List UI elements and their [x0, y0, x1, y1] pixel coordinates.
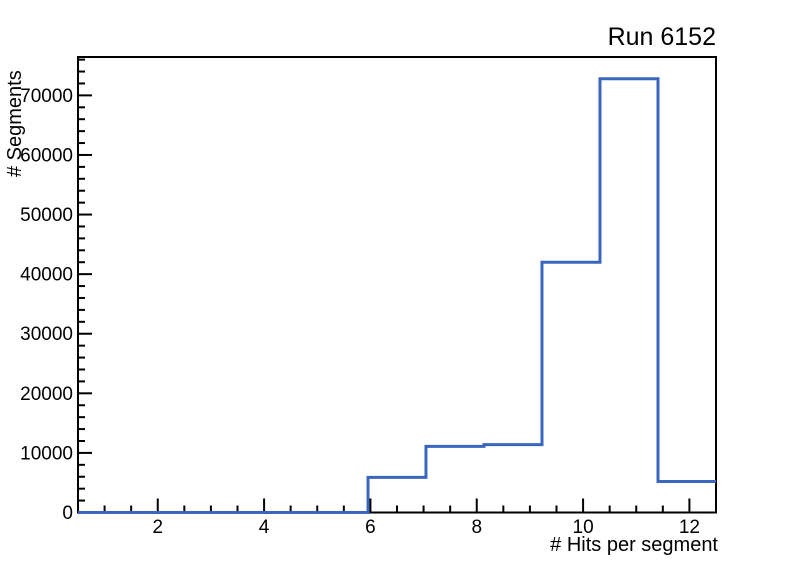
- y-tick-label: 50000: [20, 205, 73, 226]
- y-tick-label: 20000: [20, 384, 73, 405]
- x-tick-label: 4: [259, 517, 270, 538]
- y-axis-title: # Segments: [4, 70, 26, 177]
- x-tick-label: 12: [679, 517, 700, 538]
- y-tick-label: 10000: [20, 443, 73, 464]
- x-tick-label: 2: [152, 517, 163, 538]
- x-tick-label: 8: [471, 517, 482, 538]
- chart-title: Run 6152: [607, 23, 716, 51]
- x-tick-label: 6: [365, 517, 376, 538]
- x-tick-label: 10: [573, 517, 594, 538]
- plot-frame: [77, 56, 717, 514]
- y-tick-label: 40000: [20, 265, 73, 286]
- y-tick-label: 70000: [20, 86, 73, 107]
- histogram-line: [78, 77, 716, 514]
- y-tick-label: 30000: [20, 324, 73, 345]
- y-tick-label: 0: [62, 503, 73, 524]
- x-axis-title: # Hits per segment: [550, 534, 718, 556]
- y-tick-label: 60000: [20, 145, 73, 166]
